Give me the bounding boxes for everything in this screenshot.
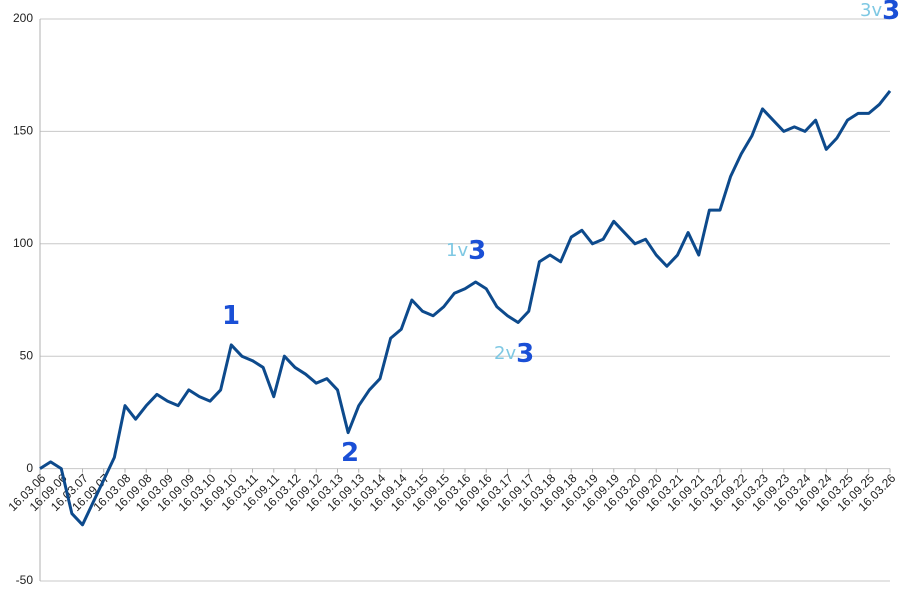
y-tick-label: 100 xyxy=(13,236,33,250)
y-tick-label: 150 xyxy=(13,124,33,138)
annotation-part: 1v xyxy=(446,240,468,261)
annotation: 2 xyxy=(341,438,359,468)
annotation-part: 2v xyxy=(494,343,516,364)
line xyxy=(39,90,892,527)
y-tick-label: 50 xyxy=(20,348,34,362)
annotation-part: 3 xyxy=(468,236,486,266)
y-tick-label: 200 xyxy=(13,11,33,25)
annotation: 3v3 xyxy=(860,0,900,26)
annotation: 2v3 xyxy=(494,339,534,369)
annotation-part: 3 xyxy=(516,339,534,369)
annotation-part: 3v xyxy=(860,0,882,21)
annotation-part: 3 xyxy=(882,0,900,26)
y-tick-label: 0 xyxy=(26,461,33,475)
annotation: 1 xyxy=(222,301,240,331)
y-tick-label: -50 xyxy=(16,573,34,587)
annotation: 1v3 xyxy=(446,236,486,266)
annotation-part: 2 xyxy=(341,438,359,468)
annotation-part: 1 xyxy=(222,301,240,331)
